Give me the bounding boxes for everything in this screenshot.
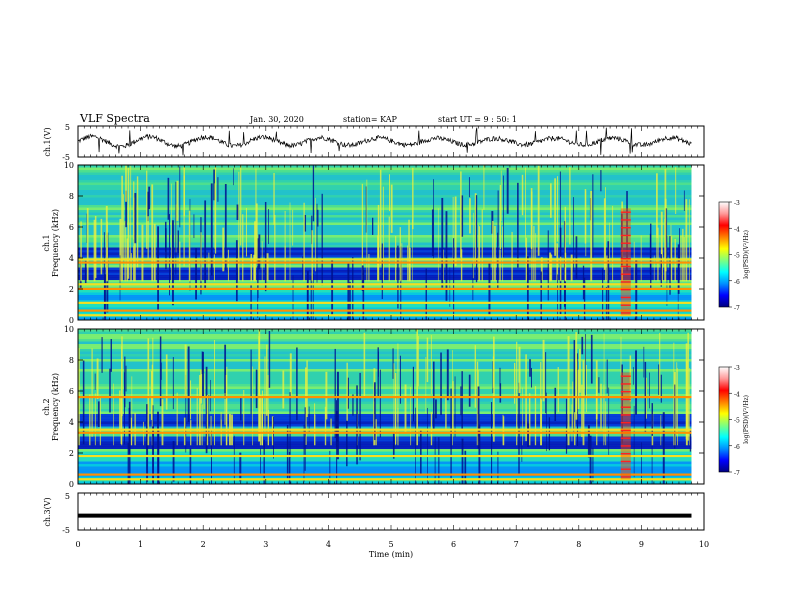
ch1-waveform-line — [77, 127, 692, 156]
frequency-band — [78, 287, 692, 290]
ch1-spec-ylabel-frequency: Frequency (kHz) — [51, 209, 60, 277]
y-tick-label: 0 — [69, 316, 74, 325]
ch1-spec-ylabel-channel: ch.1 — [42, 234, 51, 251]
frequency-band — [78, 283, 692, 286]
y-tick-label: 2 — [69, 285, 74, 294]
ch1-waveform-panel: ch.1(V) 5 -5 — [43, 123, 705, 162]
ch1-ytick-bottom: -5 — [62, 153, 70, 162]
x-tick-label: 3 — [263, 540, 268, 549]
y-tick-label: 8 — [69, 192, 74, 201]
x-tick-label: 10 — [699, 540, 709, 549]
y-tick-label: 8 — [69, 356, 74, 365]
time-axis: 0 1 2 3 4 5 6 7 8 9 10 — [75, 126, 709, 549]
colorbar-tick: -6 — [734, 279, 740, 286]
x-tick-label: 0 — [75, 540, 80, 549]
colorbar-label: log(PSD)(V²/Hz) — [743, 395, 750, 444]
frequency-band — [78, 309, 692, 312]
ch3-waveform-panel: ch.3(V) 5 -5 — [43, 492, 705, 535]
frequency-band — [78, 454, 692, 458]
y-tick-label: 0 — [69, 480, 74, 489]
date-label: Jan. 30, 2020 — [249, 115, 304, 124]
colorbar-gradient — [718, 201, 730, 308]
frequency-band — [78, 396, 692, 399]
x-tick-label: 4 — [326, 540, 331, 549]
colorbar-tick: -5 — [734, 418, 740, 425]
colorbar-tick: -3 — [734, 200, 740, 207]
y-tick-label: 6 — [69, 223, 74, 232]
ch3-ylabel: ch.3(V) — [43, 497, 52, 526]
frequency-band — [78, 314, 692, 317]
y-tick-label: 4 — [69, 418, 74, 427]
ch1-ytick-top: 5 — [65, 123, 70, 132]
x-tick-label: 5 — [388, 540, 393, 549]
x-tick-label: 1 — [138, 540, 143, 549]
start-ut-label: start UT = 9 : 50: 1 — [438, 115, 517, 124]
station-label: station= KAP — [343, 115, 398, 124]
colorbar-tick: -6 — [734, 444, 740, 451]
frequency-band — [78, 478, 692, 481]
colorbar-label: log(PSD)(V²/Hz) — [743, 230, 750, 279]
frequency-band — [78, 258, 692, 261]
colorbar-tick: -5 — [734, 253, 740, 260]
frequency-band — [78, 261, 692, 264]
x-tick-label: 7 — [514, 540, 519, 549]
x-tick-label: 9 — [639, 540, 644, 549]
colorbar-tick: -4 — [734, 391, 740, 398]
y-tick-label: 10 — [64, 325, 74, 334]
ch1-ylabel: ch.1(V) — [43, 127, 52, 156]
x-tick-label: 6 — [451, 540, 456, 549]
frequency-band — [78, 301, 692, 304]
figure-title: VLF Spectra — [79, 112, 150, 125]
frequency-band — [78, 428, 692, 431]
frequency-band — [78, 473, 692, 476]
colorbar-tick: -7 — [734, 305, 740, 312]
x-tick-label: 2 — [201, 540, 206, 549]
colorbar-tick: -4 — [734, 226, 740, 233]
x-axis-label: Time (min) — [369, 550, 413, 559]
event-column — [620, 208, 631, 316]
y-tick-label: 10 — [64, 161, 74, 170]
colorbar-tick: -3 — [734, 365, 740, 372]
ch3-ytick-bottom: -5 — [62, 526, 70, 535]
ch2-spec-ylabel-channel: ch.2 — [42, 398, 51, 415]
ch2-spec-ylabel-frequency: Frequency (kHz) — [51, 373, 60, 441]
y-tick-label: 4 — [69, 254, 74, 263]
colorbar-gradient — [718, 366, 730, 473]
ch2-spectrogram-panel: ch.2 Frequency (kHz) 0 2 4 6 8 10 — [42, 325, 705, 489]
y-tick-label: 2 — [69, 449, 74, 458]
ch1-colorbar: -3 -4 -5 -6 -7 log(PSD)(V²/Hz) — [718, 200, 750, 312]
ch3-ytick-top: 5 — [65, 492, 70, 501]
y-tick-label: 6 — [69, 387, 74, 396]
ch1-spectrogram-panel: ch.1 Frequency (kHz) 0 2 4 6 8 10 — [42, 161, 705, 325]
ch2-colorbar: -3 -4 -5 -6 -7 log(PSD)(V²/Hz) — [718, 365, 750, 477]
colorbar-tick: -7 — [734, 470, 740, 477]
event-column — [620, 372, 631, 480]
x-tick-label: 8 — [576, 540, 581, 549]
frequency-band — [78, 431, 692, 434]
